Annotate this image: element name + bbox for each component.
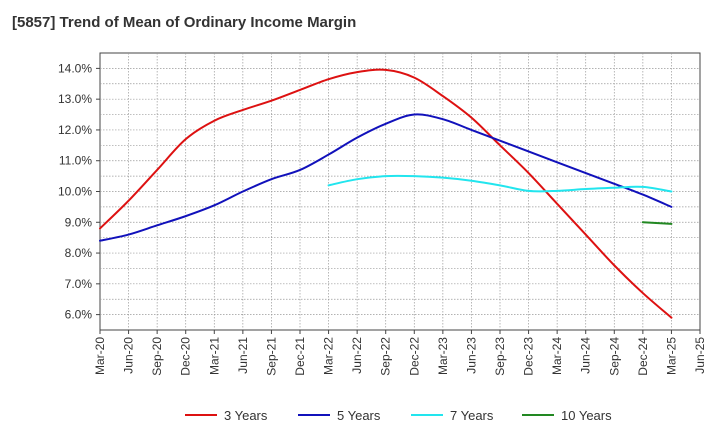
y-tick-label: 14.0% bbox=[58, 61, 92, 75]
x-tick-label: Jun-20 bbox=[122, 337, 136, 374]
y-tick-label: 8.0% bbox=[65, 246, 93, 260]
x-tick-label: Dec-21 bbox=[293, 337, 307, 376]
x-tick-label: Sep-24 bbox=[607, 337, 621, 376]
x-tick-label: Sep-22 bbox=[379, 337, 393, 376]
x-tick-label: Dec-22 bbox=[407, 337, 421, 376]
x-tick-label: Jun-22 bbox=[350, 337, 364, 374]
y-tick-label: 11.0% bbox=[59, 154, 92, 168]
y-tick-label: 12.0% bbox=[58, 123, 92, 137]
x-tick-label: Mar-23 bbox=[436, 337, 450, 375]
legend-label-10-years: 10 Years bbox=[561, 408, 612, 423]
series-line-7-years bbox=[327, 174, 673, 193]
x-tick-label: Jun-21 bbox=[236, 337, 250, 374]
series-line-3-years bbox=[99, 68, 673, 319]
x-tick-label: Mar-22 bbox=[322, 337, 336, 375]
y-tick-label: 6.0% bbox=[65, 308, 93, 322]
grid-lines bbox=[100, 53, 700, 330]
x-tick-label: Dec-24 bbox=[636, 337, 650, 376]
x-tick-label: Jun-25 bbox=[693, 337, 707, 374]
series-line-10-years bbox=[641, 221, 673, 225]
legend: 3 Years 5 Years 7 Years 10 Years bbox=[185, 408, 612, 423]
y-tick-label: 9.0% bbox=[65, 215, 93, 229]
y-tick-label: 13.0% bbox=[58, 92, 92, 106]
y-axis-ticks: 14.0% 13.0% 12.0% 11.0% 10.0% 9.0% 8.0% 7.0% 6.0… bbox=[58, 61, 100, 322]
x-tick-label: Mar-21 bbox=[207, 337, 221, 375]
series-lines bbox=[99, 68, 673, 319]
x-tick-label: Sep-21 bbox=[264, 337, 278, 376]
x-tick-label: Sep-20 bbox=[150, 337, 164, 376]
series-line-5-years bbox=[99, 113, 673, 242]
x-tick-label: Mar-24 bbox=[550, 337, 564, 375]
x-tick-label: Mar-20 bbox=[93, 337, 107, 375]
chart-title: [5857] Trend of Mean of Ordinary Income … bbox=[12, 14, 357, 31]
x-tick-label: Sep-23 bbox=[493, 337, 507, 376]
legend-label-7-years: 7 Years bbox=[450, 408, 494, 423]
x-axis-ticks: Mar-20 Jun-20 Sep-20 Dec-20 Mar-21 Jun-21 Sep-… bbox=[93, 330, 707, 376]
legend-label-5-years: 5 Years bbox=[337, 408, 381, 423]
x-tick-label: Jun-23 bbox=[464, 337, 478, 374]
x-tick-label: Mar-25 bbox=[664, 337, 678, 375]
y-tick-label: 7.0% bbox=[65, 277, 93, 291]
x-tick-label: Jun-24 bbox=[579, 337, 593, 374]
x-tick-label: Dec-20 bbox=[179, 337, 193, 376]
legend-label-3-years: 3 Years bbox=[224, 408, 268, 423]
x-tick-label: Dec-23 bbox=[522, 337, 536, 376]
y-tick-label: 10.0% bbox=[58, 185, 92, 199]
